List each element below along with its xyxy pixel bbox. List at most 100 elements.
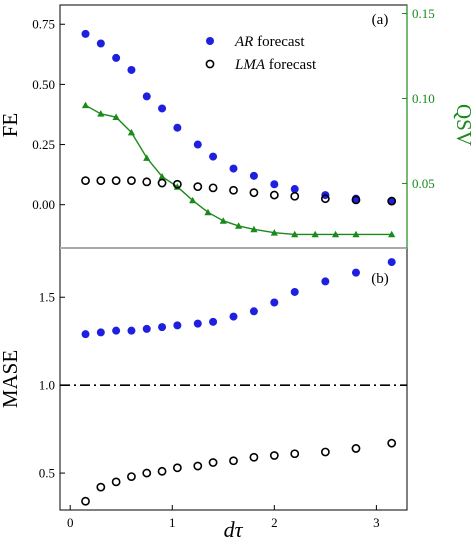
qsv-point — [291, 230, 299, 238]
qsv-point — [352, 230, 360, 238]
lma-a-point — [249, 188, 259, 198]
lma-a-point — [269, 190, 279, 200]
ar-b-point — [249, 307, 258, 316]
lma-a-point — [193, 182, 203, 192]
ar-b-point — [351, 268, 360, 277]
qsv-point — [112, 113, 120, 121]
ar-a-point — [158, 104, 167, 113]
lma-a-point — [157, 178, 167, 188]
qsv-point — [97, 110, 105, 117]
lma-a-point — [229, 185, 238, 195]
ar-a-point — [270, 180, 279, 189]
lma-b-point — [229, 456, 238, 466]
panel-b-marks — [60, 258, 407, 506]
ar-a-point — [193, 140, 202, 149]
ar-b-point — [209, 317, 218, 326]
y-right-tick-label-a: 0.05 — [412, 176, 435, 191]
lma-b-point — [208, 458, 218, 467]
lma-a-point — [351, 195, 361, 205]
lma-b-point — [269, 451, 279, 460]
axes: 0.00 0.25 0.50 0.75 0.05 0.10 0.15 0.5 1.0 1.5 0 1 2… — [32, 6, 435, 530]
ar-b-point — [229, 312, 238, 321]
legend-ar-label: AR forecast — [234, 34, 305, 50]
x-tick-label: 3 — [373, 515, 380, 530]
panel-b-label: (b) — [371, 271, 389, 287]
legend-ar-marker — [206, 37, 214, 45]
y-right-label-a: QSV — [452, 104, 474, 146]
lma-a-point — [320, 194, 330, 204]
ar-a-point — [229, 164, 238, 173]
x-label: dτ — [224, 517, 244, 542]
lma-a-point — [111, 176, 121, 186]
ar-a-point — [142, 92, 151, 101]
ar-a-point — [96, 39, 105, 48]
lma-b-point — [142, 468, 152, 478]
lma-b-point — [193, 461, 203, 471]
lma-b-point — [157, 466, 167, 476]
qsv-point — [311, 230, 319, 238]
qsv-point — [388, 230, 396, 238]
ar-a-point — [112, 53, 121, 62]
ar-b-point — [81, 330, 90, 339]
ar-b-point — [96, 328, 105, 337]
legend-lma-label: LMA forecast — [234, 57, 317, 73]
ar-a-point — [387, 197, 396, 206]
y-tick-label-a: 0.25 — [32, 137, 55, 152]
ar-b-point — [158, 323, 167, 332]
y-tick-label-b: 0.5 — [39, 466, 55, 481]
y-right-tick-label-a: 0.15 — [412, 6, 435, 21]
qsv-point — [235, 222, 243, 229]
ar-a-point — [127, 65, 136, 74]
lma-b-point — [127, 472, 136, 481]
y-left-label-a: FE — [0, 113, 22, 138]
ar-b-point — [127, 326, 136, 335]
qsv-point — [143, 154, 151, 161]
legend-lma-prefix: LMA — [234, 57, 266, 73]
panel-a-frame — [59, 4, 408, 249]
lma-a-point — [96, 176, 106, 186]
ar-a-point — [209, 152, 218, 161]
lma-b-point — [172, 463, 182, 473]
lma-b-point — [111, 477, 121, 487]
ar-b-point — [173, 321, 182, 330]
qsv-point — [219, 217, 227, 224]
panel-b-frame — [59, 247, 408, 511]
legend: AR forecast LMA forecast — [205, 34, 317, 73]
qsv-point — [189, 196, 197, 204]
lma-b-point — [320, 447, 330, 457]
lma-b-point — [290, 449, 300, 459]
legend-lma-suffix: forecast — [265, 57, 317, 73]
ar-a-point — [249, 171, 258, 180]
panel-a-marks — [81, 29, 397, 238]
y-left-label-b: MASE — [0, 350, 22, 408]
x-tick-label: 2 — [271, 515, 278, 530]
lma-b-point — [96, 482, 106, 492]
qsv-point — [81, 101, 90, 109]
ar-b-point — [112, 326, 121, 335]
lma-a-point — [172, 179, 182, 189]
x-tick-label: 0 — [67, 515, 74, 530]
y-right-tick-label-a: 0.10 — [412, 91, 435, 106]
ar-b-point — [270, 298, 279, 307]
lma-a-point — [81, 176, 90, 186]
lma-a-point — [290, 191, 300, 201]
ar-b-point — [387, 258, 396, 267]
legend-ar-prefix: AR — [234, 34, 253, 50]
lma-a-point — [142, 177, 152, 187]
y-tick-label-a: 0.00 — [32, 197, 55, 212]
lma-b-point — [387, 438, 397, 448]
y-tick-label-a: 0.50 — [32, 77, 55, 92]
ar-b-point — [321, 277, 330, 286]
y-tick-label-a: 0.75 — [32, 17, 55, 32]
ar-b-point — [290, 287, 299, 296]
qsv-point — [270, 229, 278, 236]
lma-b-point — [249, 452, 259, 462]
lma-a-point — [127, 176, 136, 186]
lma-b-point — [81, 496, 90, 506]
qsv-point — [250, 225, 258, 233]
qsv-point — [204, 208, 212, 216]
ar-a-point — [290, 185, 299, 194]
y-tick-label-b: 1.0 — [39, 378, 55, 393]
lma-a-point — [208, 183, 218, 193]
